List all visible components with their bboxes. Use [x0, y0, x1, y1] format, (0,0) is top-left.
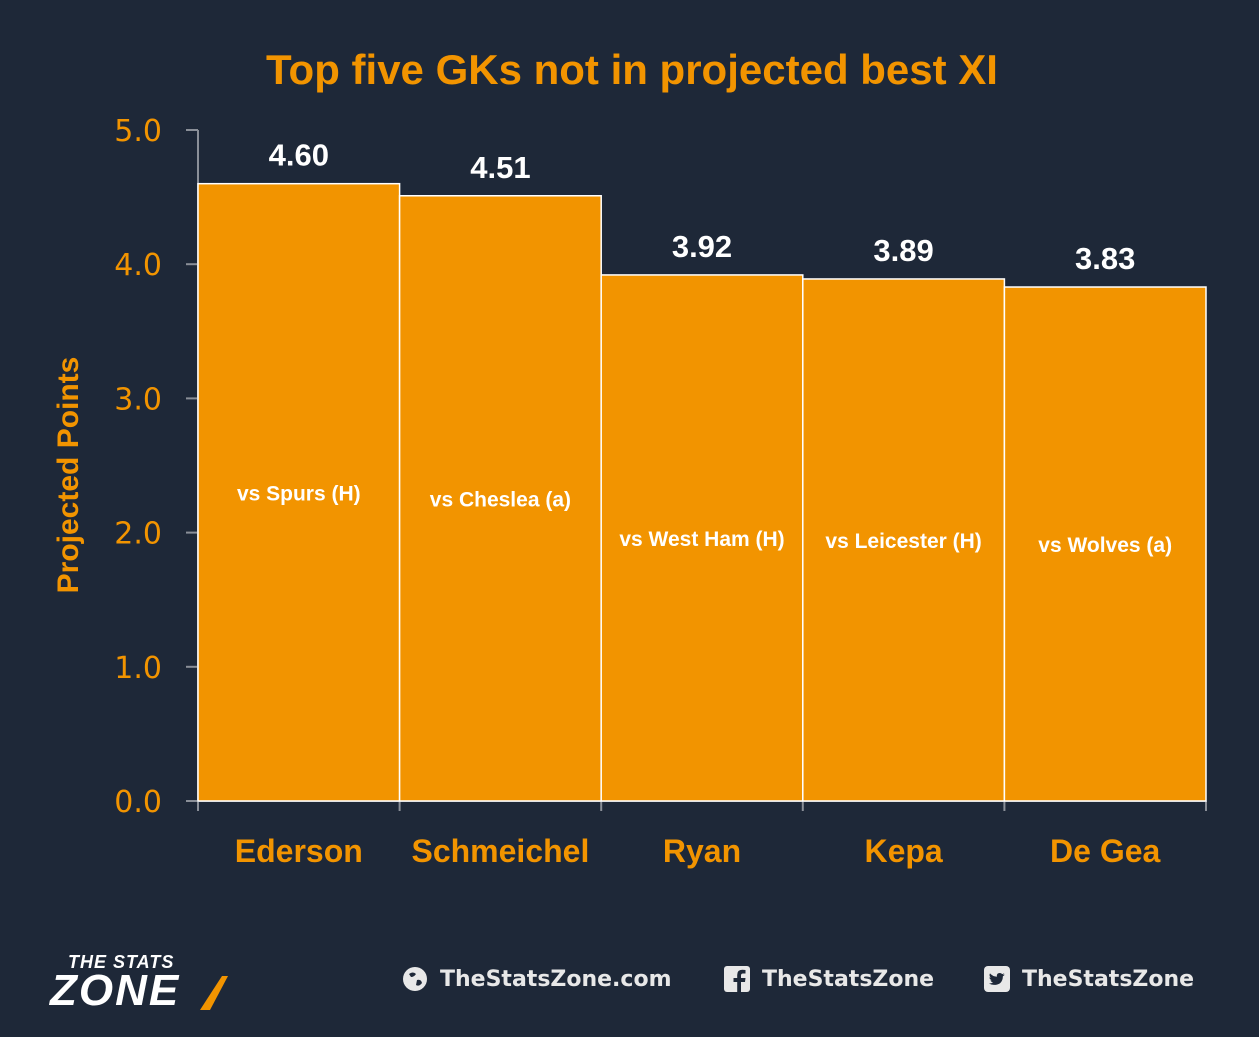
bar-annotation: vs Spurs (H)	[237, 482, 361, 505]
y-axis-label: Projected Points	[52, 357, 85, 594]
bar-value-label: 3.92	[672, 229, 732, 264]
chart-labels: 4.60 vs Spurs (H) Ederson 4.51 vs Cheslea (a…	[235, 138, 1172, 869]
y-tick-label: 5.0	[114, 114, 162, 149]
brand-logo: THE STATS ZONE	[50, 948, 270, 1018]
x-tick-label: De Gea	[1050, 833, 1160, 869]
y-tick-label: 2.0	[114, 517, 162, 552]
bar-value-label: 4.60	[269, 138, 329, 173]
x-tick-label: Ederson	[235, 833, 363, 869]
footer: THE STATS ZONE TheStatsZone.com	[0, 930, 1259, 1030]
twitter-label: TheStatsZone	[1022, 966, 1195, 992]
bar	[1003, 286, 1207, 802]
website-link[interactable]: TheStatsZone.com	[400, 964, 672, 994]
bar	[600, 274, 804, 802]
facebook-icon	[722, 964, 752, 994]
bar-annotation: vs Wolves (a)	[1038, 534, 1172, 557]
bar-value-label: 3.83	[1075, 241, 1135, 276]
x-tick-label: Ryan	[663, 833, 741, 869]
logo-line1: THE STATS	[68, 952, 175, 972]
logo-swoosh	[200, 976, 228, 1010]
website-label: TheStatsZone.com	[440, 966, 672, 992]
bar	[802, 278, 1006, 802]
twitter-link[interactable]: TheStatsZone	[982, 964, 1194, 994]
twitter-icon	[982, 964, 1012, 994]
y-tick-label: 0.0	[114, 785, 162, 820]
bar-chart: Top five GKs not in projected best XI Pr…	[52, 46, 1207, 869]
chart-title: Top five GKs not in projected best XI	[266, 46, 998, 93]
facebook-label: TheStatsZone	[762, 966, 935, 992]
facebook-link[interactable]: TheStatsZone	[722, 964, 934, 994]
chart-axes: 0.0 1.0 2.0 3.0 4.0 5.0	[114, 114, 1207, 820]
logo-line2: ZONE	[50, 966, 181, 1015]
globe-icon	[400, 964, 430, 994]
bar-annotation: vs West Ham (H)	[619, 528, 784, 551]
bar-annotation: vs Cheslea (a)	[430, 488, 571, 511]
y-tick-label: 4.0	[114, 248, 162, 283]
bar-value-label: 4.51	[470, 150, 530, 185]
bar	[398, 195, 602, 802]
bar-annotation: vs Leicester (H)	[825, 530, 981, 553]
bar-value-label: 3.89	[873, 233, 933, 268]
y-tick-label: 3.0	[114, 382, 162, 417]
x-tick-label: Schmeichel	[411, 833, 589, 869]
bar	[197, 182, 401, 802]
bar-series	[197, 182, 1207, 802]
y-tick-label: 1.0	[114, 651, 162, 686]
x-tick-label: Kepa	[864, 833, 942, 869]
